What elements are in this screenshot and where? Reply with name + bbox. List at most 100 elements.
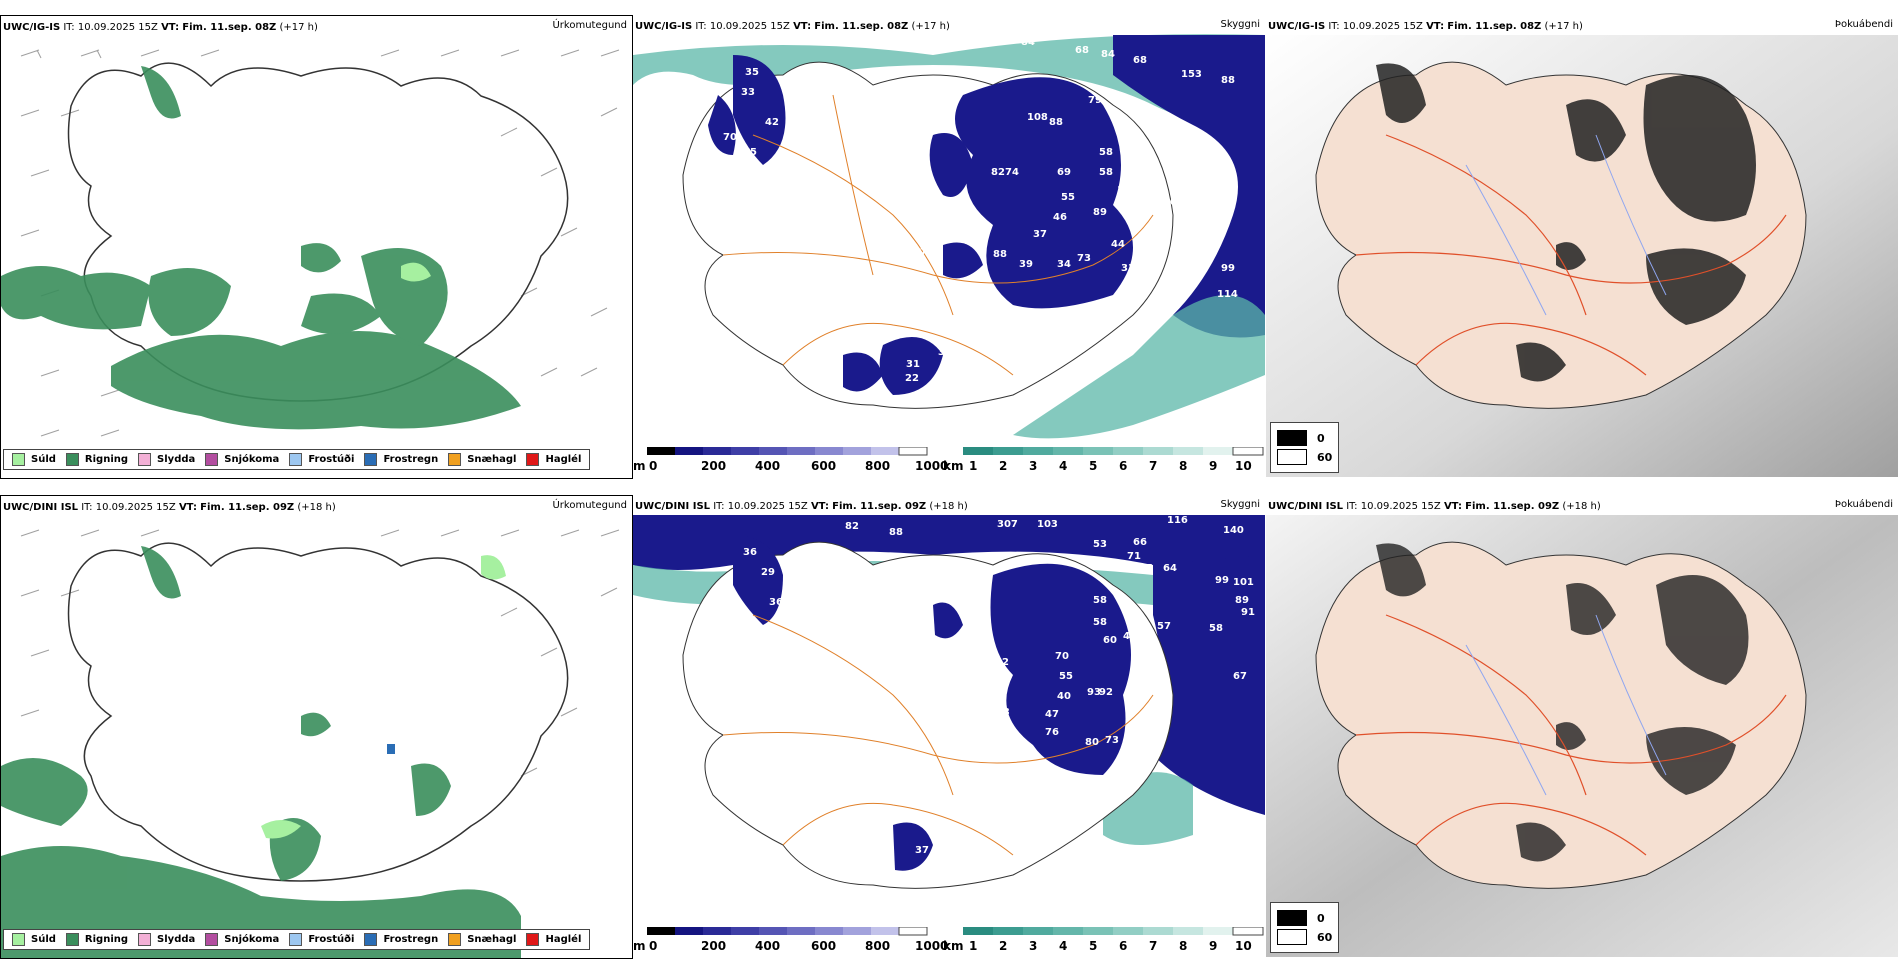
rigning-swatch	[65, 453, 79, 466]
fog-legend-swatch-0	[1277, 430, 1307, 446]
svg-text:91: 91	[1241, 607, 1255, 618]
svg-text:65: 65	[1139, 563, 1153, 574]
svg-text:82: 82	[783, 507, 797, 518]
cloud-panel-row1: 35 33 42 70 75 99 84 68 84 68 153 88 108 88 79 61 5…	[633, 15, 1265, 477]
legend-item: Snjókoma	[205, 453, 279, 466]
ceiling-unit: m	[633, 459, 646, 473]
precip-header-row2: UWC/DINI ISL IT: 10.09.2025 15Z VT: Fim.…	[3, 502, 336, 513]
panel-title-fog: Þokuábendi	[1833, 19, 1894, 30]
svg-text:99: 99	[1215, 575, 1229, 586]
svg-text:88: 88	[1221, 75, 1235, 86]
svg-text:35: 35	[745, 67, 759, 78]
svg-text:60: 60	[1103, 635, 1117, 646]
svg-text:34: 34	[1057, 259, 1071, 270]
model-name: UWC/DINI ISL	[635, 501, 711, 512]
svg-text:89: 89	[1235, 595, 1249, 606]
fog-legend-swatch-60	[1277, 449, 1307, 465]
svg-text:58: 58	[1099, 147, 1113, 158]
svg-text:44: 44	[943, 835, 957, 846]
suld-swatch	[12, 453, 25, 466]
panel-title-clouds: Skyggni	[1219, 19, 1261, 30]
legend-item: Frostúði	[289, 453, 354, 466]
ceiling-colorbar: m 0 200 400 600 800 1000	[633, 447, 948, 475]
svg-text:73: 73	[1105, 735, 1119, 746]
svg-text:57: 57	[1157, 621, 1171, 632]
visibility-colorbar: km 1 2 3 4 5 6 7 8 9 10	[943, 927, 1264, 955]
svg-text:43: 43	[955, 713, 969, 724]
svg-text:93: 93	[1087, 687, 1101, 698]
visibility-unit: km	[943, 459, 964, 473]
legend-item: Haglél	[526, 453, 581, 466]
svg-text:393: 393	[989, 707, 1010, 718]
svg-text:116: 116	[1167, 515, 1188, 526]
precip-legend: Súld Rigning Slydda Snjókoma Frostúði Fr…	[3, 929, 591, 950]
slydda-swatch	[138, 453, 152, 466]
svg-text:47: 47	[1045, 709, 1059, 720]
svg-text:307: 307	[997, 519, 1018, 530]
precip-panel-row2: UWC/DINI ISL IT: 10.09.2025 15Z VT: Fim.…	[0, 495, 633, 959]
legend-item: Frostúði	[289, 933, 354, 946]
svg-text:86: 86	[1067, 783, 1081, 794]
fog-header-row1: UWC/IG-IS IT: 10.09.2025 15Z VT: Fim. 11…	[1268, 21, 1583, 32]
svg-text:69: 69	[1057, 167, 1071, 178]
legend-item: Snæhagl	[448, 933, 516, 946]
model-name: UWC/IG-IS	[635, 21, 693, 32]
fog-legend-swatch-0	[1277, 910, 1307, 926]
it-value: 10.09.2025 15Z	[77, 22, 158, 33]
svg-text:76: 76	[1045, 727, 1059, 738]
it-label: IT:	[63, 22, 75, 33]
precip-map-row2	[1, 529, 620, 958]
snaehagl-swatch	[448, 453, 462, 466]
svg-text:48: 48	[1123, 631, 1137, 642]
svg-text:42: 42	[765, 117, 779, 128]
panel-title-fog: Þokuábendi	[1833, 499, 1894, 510]
svg-text:153: 153	[1181, 69, 1202, 80]
svg-text:80: 80	[1085, 737, 1099, 748]
ceiling-colorbar: m 0 200 400 600 800 1000	[633, 927, 948, 955]
haglel-swatch	[526, 933, 540, 946]
cloud-header-row1: UWC/IG-IS IT: 10.09.2025 15Z VT: Fim. 11…	[635, 21, 950, 32]
svg-text:46: 46	[988, 343, 1002, 354]
legend-item: Snjókoma	[205, 933, 279, 946]
svg-text:99: 99	[1221, 263, 1235, 274]
svg-text:68: 68	[1133, 55, 1147, 66]
svg-text:61: 61	[1115, 117, 1129, 128]
haglel-swatch	[526, 453, 540, 466]
fog-legend-swatch-60	[1277, 929, 1307, 945]
svg-text:39: 39	[1019, 259, 1033, 270]
legend-item: Súld	[12, 453, 56, 466]
legend-item: Frostregn	[364, 453, 438, 466]
snjokoma-swatch	[205, 453, 219, 466]
frostudi-swatch	[289, 933, 303, 946]
svg-text:37: 37	[1143, 267, 1157, 278]
svg-text:40: 40	[1057, 691, 1071, 702]
model-name: UWC/DINI ISL	[1268, 501, 1344, 512]
precip-header-row1: UWC/IG-IS IT: 10.09.2025 15Z VT: Fim. 11…	[3, 22, 318, 33]
svg-text:36: 36	[769, 597, 783, 608]
svg-text:64: 64	[1163, 563, 1177, 574]
visibility-colorbar: km 1 2 3 4 5 6 7 8 9 10	[943, 447, 1264, 475]
ceiling-unit: m	[633, 939, 646, 953]
model-name: UWC/IG-IS	[1268, 21, 1326, 32]
snjokoma-swatch	[205, 933, 219, 946]
vt-label: VT:	[161, 22, 180, 33]
svg-text:12: 12	[1015, 775, 1029, 786]
panel-title-precip: Úrkomutegund	[551, 500, 628, 511]
fog-legend: 0 60	[1270, 422, 1340, 473]
svg-text:55: 55	[1061, 192, 1075, 203]
svg-text:71: 71	[1127, 551, 1141, 562]
svg-text:58: 58	[1209, 623, 1223, 634]
svg-text:79: 79	[1088, 95, 1102, 106]
svg-text:37: 37	[1033, 229, 1047, 240]
svg-text:84: 84	[1101, 49, 1115, 60]
svg-text:46: 46	[1053, 212, 1067, 223]
svg-text:67: 67	[1233, 671, 1247, 682]
svg-text:52: 52	[995, 657, 1009, 668]
rigning-swatch	[65, 933, 79, 946]
legend-item: Frostregn	[364, 933, 438, 946]
svg-text:29: 29	[1063, 817, 1077, 828]
